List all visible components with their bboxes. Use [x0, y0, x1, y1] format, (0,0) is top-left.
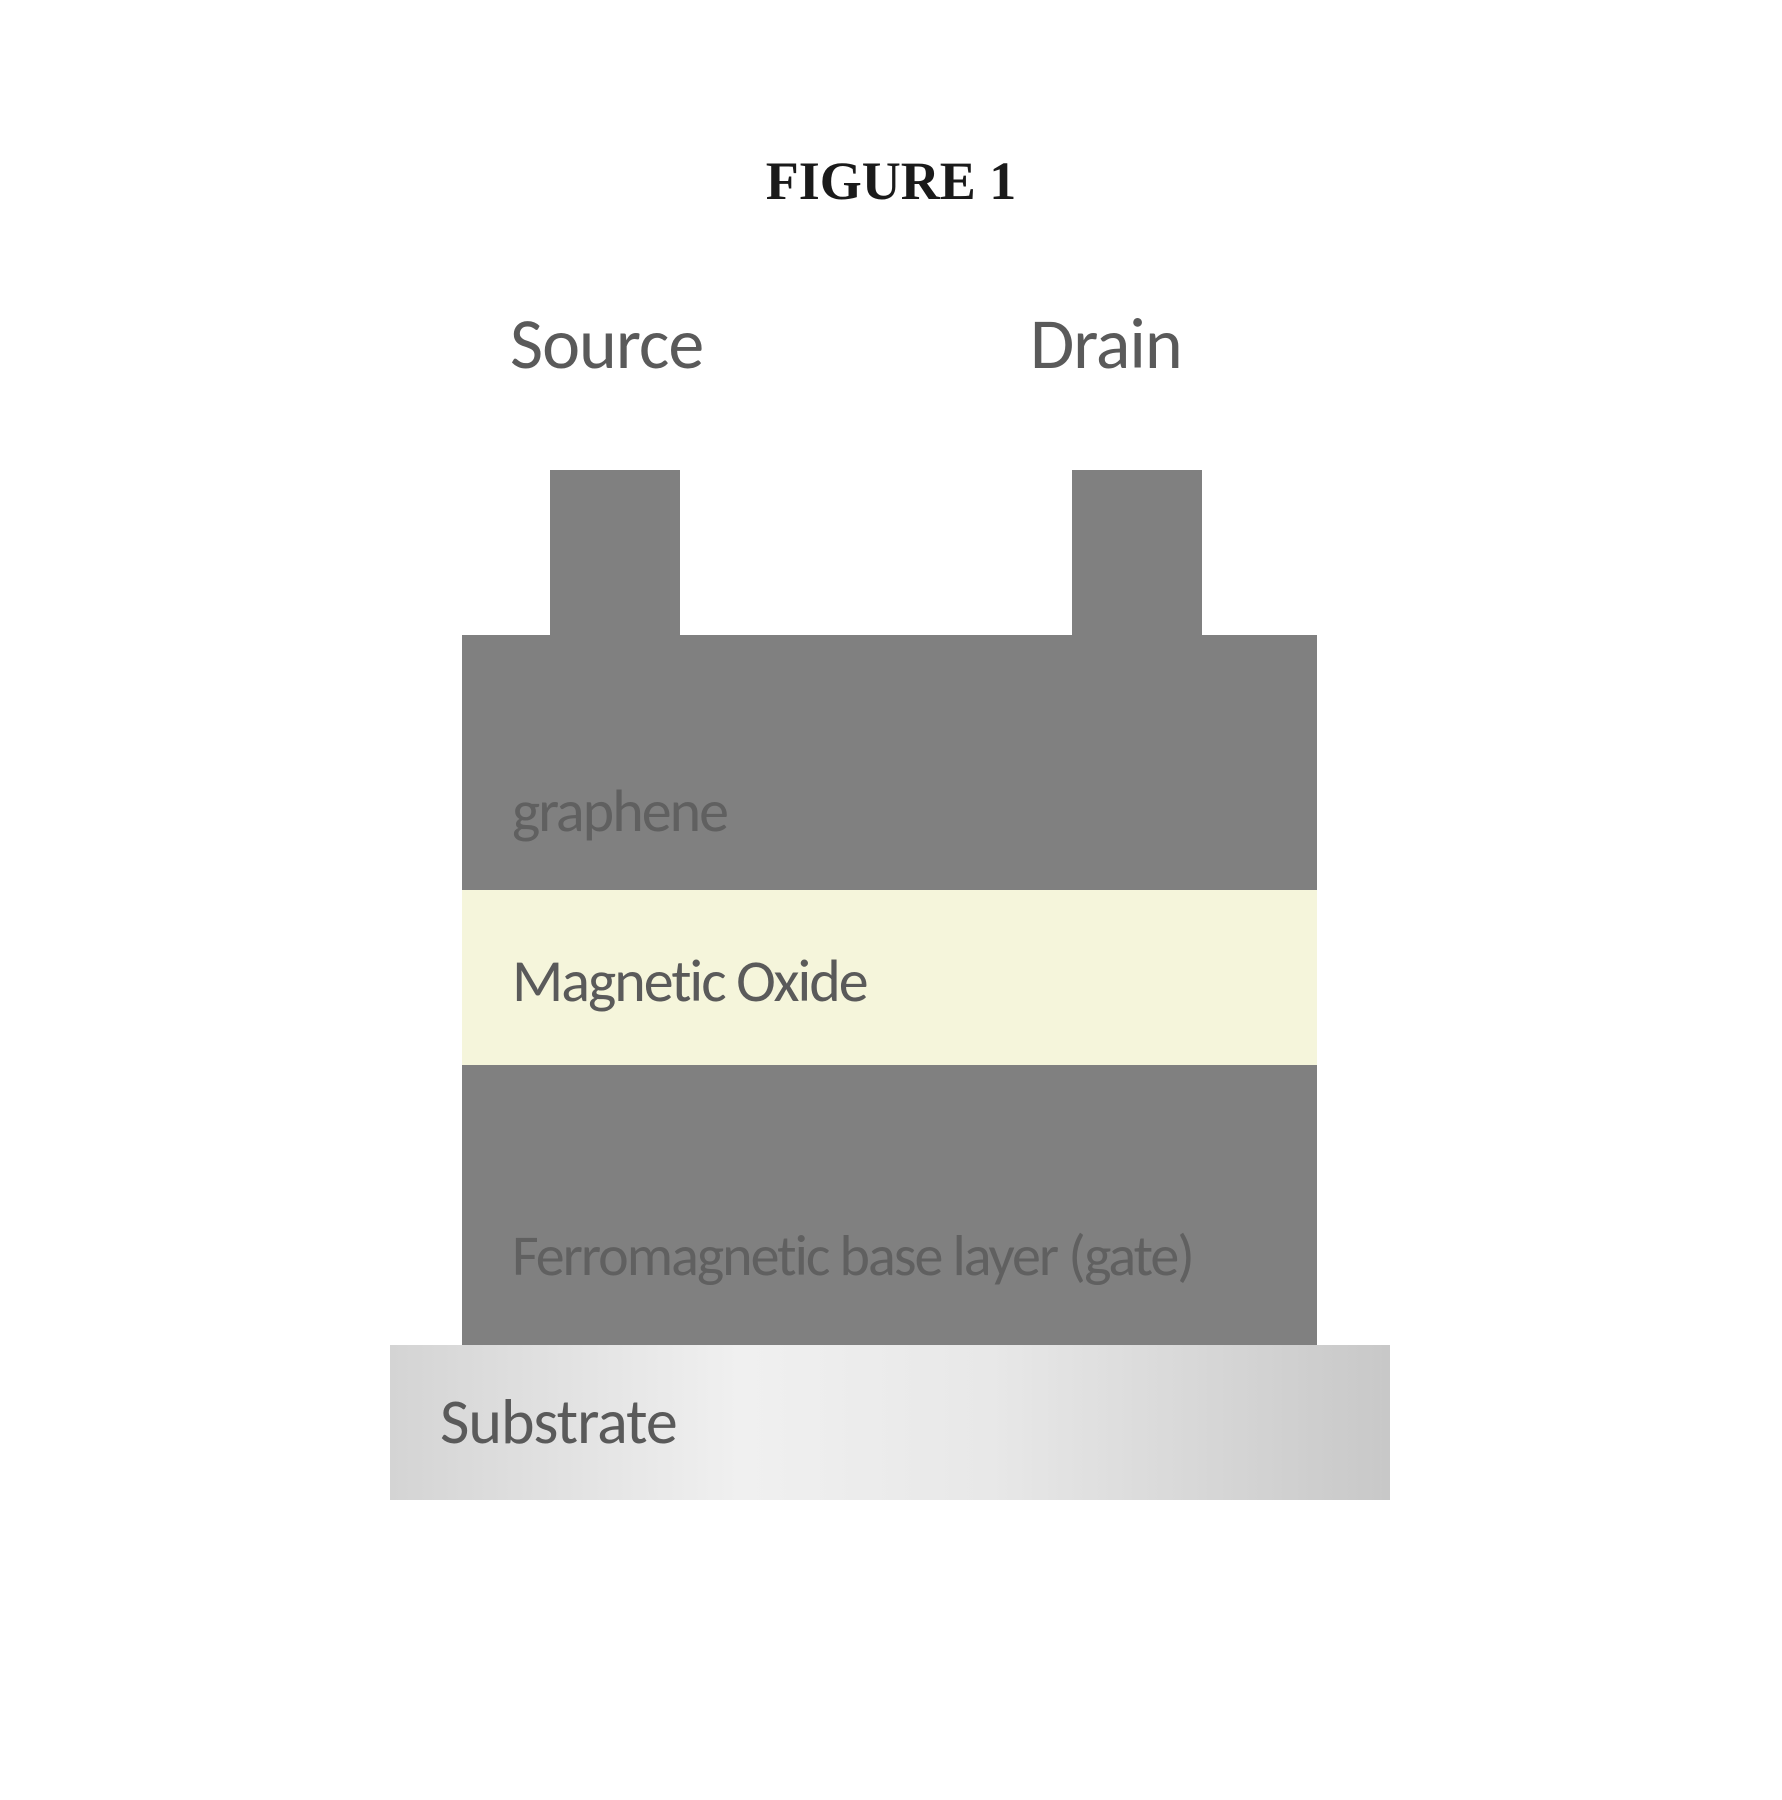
electrodes-row	[462, 470, 1317, 635]
graphene-label: graphene	[512, 775, 727, 848]
diagram-container: Source Drain graphene Magnetic Oxide Fer…	[390, 300, 1390, 1680]
source-label: Source	[510, 300, 703, 388]
graphene-layer: graphene	[462, 730, 1317, 890]
substrate-label: Substrate	[440, 1383, 677, 1461]
ferromagnetic-label: Ferromagnetic base layer (gate)	[512, 1220, 1193, 1291]
layers-stack: graphene Magnetic Oxide Ferromagnetic ba…	[462, 635, 1317, 1500]
ferromagnetic-layer: Ferromagnetic base layer (gate)	[462, 1065, 1317, 1345]
drain-electrode	[1072, 470, 1202, 635]
magnetic-oxide-label: Magnetic Oxide	[512, 945, 867, 1018]
source-electrode	[550, 470, 680, 635]
substrate-layer: Substrate	[390, 1345, 1390, 1500]
figure-title: FIGURE 1	[0, 150, 1782, 212]
electrode-labels: Source Drain	[390, 300, 1390, 420]
magnetic-oxide-layer: Magnetic Oxide	[462, 890, 1317, 1065]
top-base-layer	[462, 635, 1317, 730]
drain-label: Drain	[1030, 300, 1182, 388]
